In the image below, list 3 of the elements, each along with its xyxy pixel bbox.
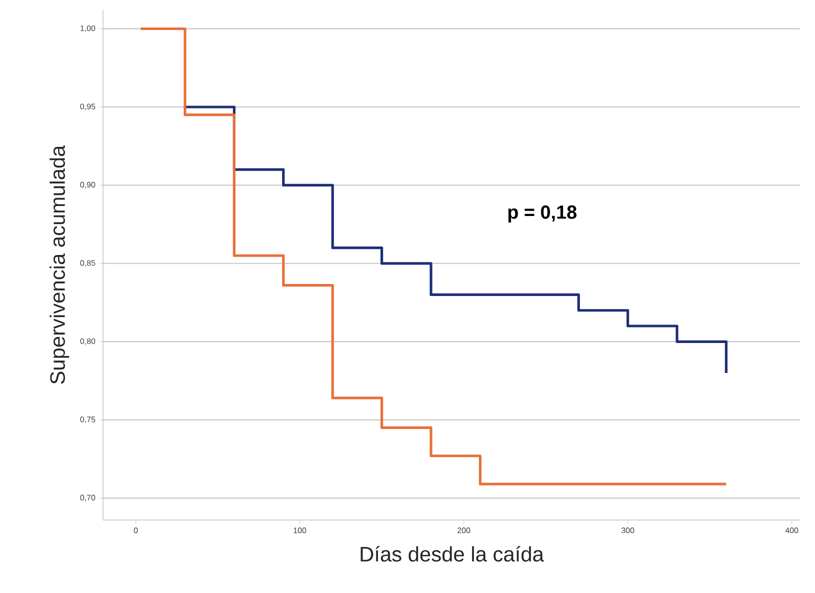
annotation: p = 0,18 xyxy=(508,205,577,223)
x-axis-title: Días desde la caída xyxy=(360,546,544,562)
y-axis-title: Supervivencia acumulada xyxy=(50,145,70,384)
